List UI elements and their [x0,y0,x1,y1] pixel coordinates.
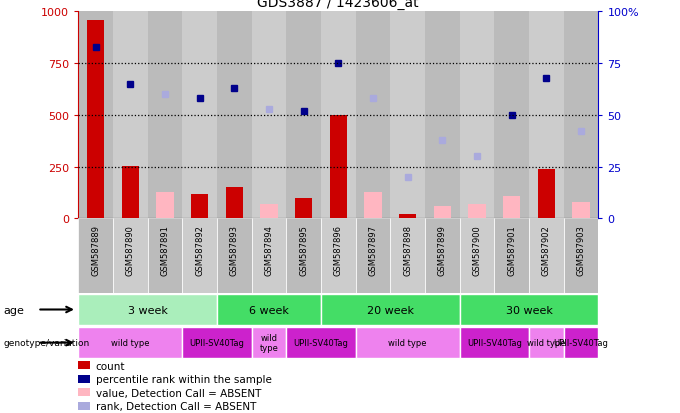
Text: age: age [3,306,24,316]
Text: 6 week: 6 week [249,305,289,315]
Bar [252,219,286,293]
Bar [78,375,90,383]
Bar [494,12,529,219]
Text: UPII-SV40Tag: UPII-SV40Tag [467,338,522,347]
Bar [148,219,182,293]
Bar [252,327,286,358]
Bar [78,402,90,410]
Text: GSM587899: GSM587899 [438,225,447,275]
Bar [217,294,321,325]
Text: GSM587897: GSM587897 [369,225,377,276]
Bar [538,169,555,219]
Text: wild type: wild type [388,338,427,347]
Text: wild type: wild type [111,338,150,347]
Bar [148,12,182,219]
Bar [182,327,252,358]
Bar [460,12,494,219]
Bar [78,219,113,293]
Text: GSM587889: GSM587889 [91,225,100,276]
Bar [390,219,425,293]
Bar [494,219,529,293]
Bar [113,219,148,293]
Bar [252,12,286,219]
Bar [469,204,486,219]
Bar [564,219,598,293]
Bar [460,219,494,293]
Bar [78,327,182,358]
Bar [529,12,564,219]
Text: 20 week: 20 week [367,305,414,315]
Bar [356,327,460,358]
Bar [529,327,564,358]
Text: GSM587894: GSM587894 [265,225,273,275]
Text: count: count [96,361,125,371]
Bar [156,192,173,219]
Text: wild
type: wild type [260,333,278,352]
Text: genotype/variation: genotype/variation [3,338,90,347]
Bar [217,12,252,219]
Text: GSM587893: GSM587893 [230,225,239,276]
Text: GSM587892: GSM587892 [195,225,204,275]
Bar [286,327,356,358]
Bar [425,219,460,293]
Text: 30 week: 30 week [506,305,552,315]
Text: GSM587896: GSM587896 [334,225,343,276]
Bar [260,204,277,219]
Bar [460,327,529,358]
Text: percentile rank within the sample: percentile rank within the sample [96,374,271,384]
Text: GSM587890: GSM587890 [126,225,135,275]
Text: GSM587895: GSM587895 [299,225,308,275]
Text: GSM587901: GSM587901 [507,225,516,275]
Bar [460,294,598,325]
Bar [356,219,390,293]
Bar [78,361,90,370]
Bar [78,294,217,325]
Bar [321,12,356,219]
Bar [78,388,90,396]
Text: rank, Detection Call = ABSENT: rank, Detection Call = ABSENT [96,401,256,411]
Bar [434,206,451,219]
Bar [529,219,564,293]
Text: wild type: wild type [527,338,566,347]
Bar [295,198,312,219]
Bar [356,12,390,219]
Bar [286,219,321,293]
Text: GSM587903: GSM587903 [577,225,585,275]
Bar [425,12,460,219]
Bar [364,192,381,219]
Bar [182,219,217,293]
Bar [390,12,425,219]
Bar [503,196,520,219]
Bar [399,215,416,219]
Bar [286,12,321,219]
Bar [191,194,208,219]
Text: UPII-SV40Tag: UPII-SV40Tag [294,338,348,347]
Bar [564,327,598,358]
Text: value, Detection Call = ABSENT: value, Detection Call = ABSENT [96,388,261,398]
Bar [573,202,590,219]
Bar [321,219,356,293]
Text: GSM587900: GSM587900 [473,225,481,275]
Text: 3 week: 3 week [128,305,167,315]
Bar [182,12,217,219]
Text: UPII-SV40Tag: UPII-SV40Tag [190,338,244,347]
Bar [217,219,252,293]
Text: GSM587902: GSM587902 [542,225,551,275]
Bar [330,116,347,219]
Bar [226,188,243,219]
Title: GDS3887 / 1423606_at: GDS3887 / 1423606_at [258,0,419,10]
Bar [113,12,148,219]
Bar [122,166,139,219]
Text: UPII-SV40Tag: UPII-SV40Tag [554,338,609,347]
Bar [564,12,598,219]
Text: GSM587898: GSM587898 [403,225,412,276]
Bar [78,12,113,219]
Bar [87,21,104,219]
Text: GSM587891: GSM587891 [160,225,169,275]
Bar [321,294,460,325]
